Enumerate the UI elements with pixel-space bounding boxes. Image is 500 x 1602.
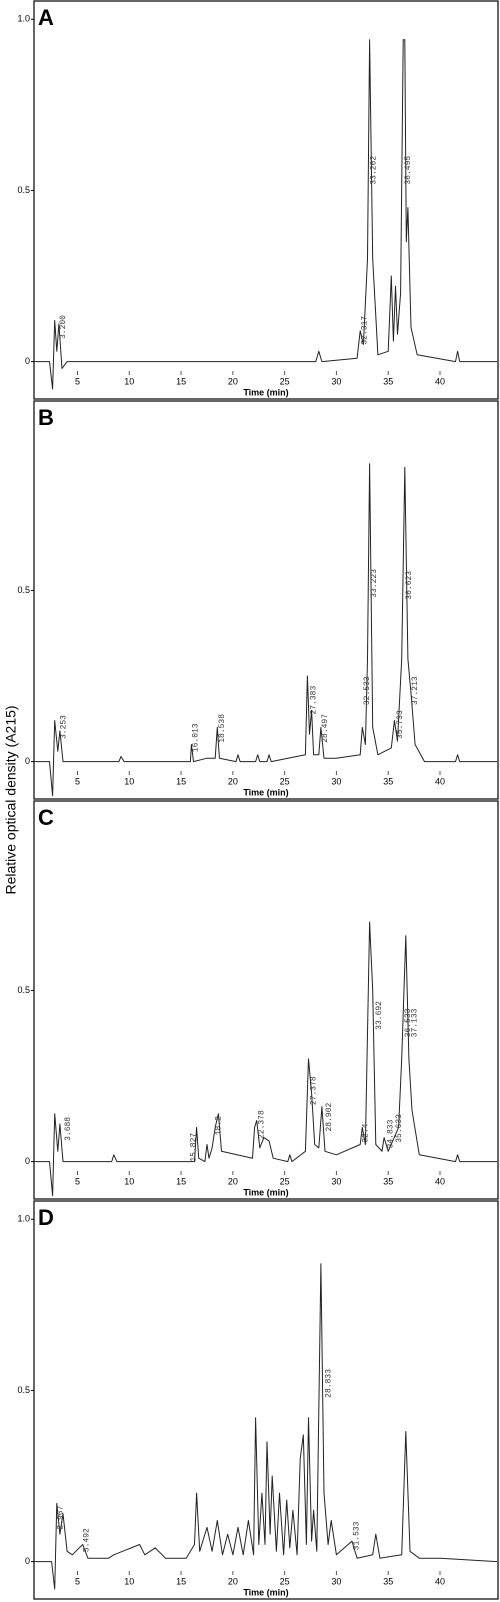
- x-tick-label: 30: [331, 376, 341, 386]
- x-tick-label: 15: [176, 1576, 186, 1586]
- peak-label: 32.317: [361, 316, 370, 345]
- peak-label: 28.902: [325, 1102, 334, 1131]
- chromatogram-line: [34, 463, 497, 797]
- chromatogram-line: [34, 1263, 498, 1590]
- peak-label: 3.253: [60, 715, 69, 739]
- x-tick-label: 10: [124, 376, 134, 386]
- chromatogram-line: [34, 921, 497, 1197]
- x-tick-label: 30: [331, 1576, 341, 1586]
- x-tick-label: 5: [75, 1576, 80, 1586]
- x-tick-label: 15: [176, 776, 186, 786]
- peak-label: 18.2: [214, 1116, 223, 1135]
- peak-label: 15.827: [190, 1133, 199, 1162]
- peak-label: 16.013: [192, 723, 201, 752]
- peak-label: 3.200: [59, 315, 68, 339]
- panel-label: A: [38, 5, 54, 30]
- y-tick-label: 0: [25, 756, 30, 766]
- peak-label: 18.538: [218, 714, 227, 743]
- x-tick-label: 15: [176, 376, 186, 386]
- y-tick-label: 0.5: [17, 185, 30, 195]
- y-tick-label: 0: [25, 356, 30, 366]
- x-axis-label: Time (min): [243, 1587, 288, 1597]
- x-tick-label: 15: [176, 1176, 186, 1186]
- panel-frame: [33, 0, 499, 400]
- x-tick-label: 35: [383, 1576, 393, 1586]
- peak-label: 31.533: [352, 1521, 361, 1550]
- x-tick-label: 5: [75, 376, 80, 386]
- y-tick-label: 0.5: [17, 585, 30, 595]
- panel-frame: [33, 1200, 499, 1600]
- peak-label: 22.378: [258, 1110, 267, 1139]
- peak-label: 32.533: [363, 676, 372, 705]
- x-tick-label: 35: [383, 776, 393, 786]
- x-tick-label: 5: [75, 776, 80, 786]
- x-tick-label: 40: [435, 1576, 445, 1586]
- y-tick-label: 1.0: [17, 14, 30, 24]
- x-tick-label: 10: [124, 1176, 134, 1186]
- y-tick-label: 0: [25, 1156, 30, 1166]
- x-tick-label: 25: [280, 1176, 290, 1186]
- peak-label: 27.383: [309, 686, 318, 715]
- x-tick-label: 40: [435, 376, 445, 386]
- x-tick-label: 30: [331, 776, 341, 786]
- peak-label: 36.533: [404, 1008, 413, 1037]
- x-tick-label: 20: [228, 1576, 238, 1586]
- x-tick-label: 20: [228, 376, 238, 386]
- panel-label: C: [38, 805, 54, 830]
- chromatogram-line: [34, 39, 497, 390]
- x-tick-label: 20: [228, 1176, 238, 1186]
- peak-label: 35.633: [395, 1114, 404, 1143]
- panel-label: D: [38, 1205, 54, 1230]
- x-tick-label: 35: [383, 376, 393, 386]
- x-tick-label: 10: [124, 776, 134, 786]
- x-axis-label: Time (min): [243, 787, 288, 797]
- peak-label: 36.495: [404, 156, 413, 185]
- x-tick-label: 40: [435, 1176, 445, 1186]
- peak-label: 33.692: [375, 1001, 384, 1030]
- y-tick-label: 0.5: [17, 1385, 30, 1395]
- peak-label: 36.623: [405, 571, 414, 600]
- y-tick-label: 0: [25, 1556, 30, 1566]
- x-tick-label: 10: [124, 1576, 134, 1586]
- y-axis-label: Relative optical density (A215): [3, 705, 19, 894]
- x-tick-label: 40: [435, 776, 445, 786]
- peak-label: 34.833: [387, 1119, 396, 1148]
- peak-label: 28.497: [321, 714, 330, 743]
- peak-label: 27.378: [309, 1076, 318, 1105]
- x-tick-label: 25: [280, 776, 290, 786]
- peak-label: 28.833: [324, 1369, 333, 1398]
- x-tick-label: 20: [228, 776, 238, 786]
- y-tick-label: 0.5: [17, 985, 30, 995]
- peak-label: 37.213: [411, 676, 420, 705]
- x-tick-label: 25: [280, 376, 290, 386]
- x-axis-label: Time (min): [243, 387, 288, 397]
- x-tick-label: 25: [280, 1576, 290, 1586]
- peak-label: 5.492: [83, 1528, 92, 1552]
- panel-frame: [33, 400, 499, 800]
- peak-label: 3.688: [64, 1117, 73, 1141]
- panel-frame: [33, 800, 499, 1200]
- y-tick-label: 1.0: [17, 1214, 30, 1224]
- peak-label: 33.202: [370, 156, 379, 185]
- peak-label: 2.967: [57, 1505, 66, 1529]
- panel-label: B: [38, 405, 54, 430]
- x-tick-label: 5: [75, 1176, 80, 1186]
- peak-label: 32.4: [361, 1123, 370, 1142]
- x-tick-label: 30: [331, 1176, 341, 1186]
- peak-label: 33.223: [370, 569, 379, 598]
- x-tick-label: 35: [383, 1176, 393, 1186]
- peak-label: 37.133: [410, 1008, 419, 1037]
- peak-label: 35.733: [396, 710, 405, 739]
- x-axis-label: Time (min): [243, 1187, 288, 1197]
